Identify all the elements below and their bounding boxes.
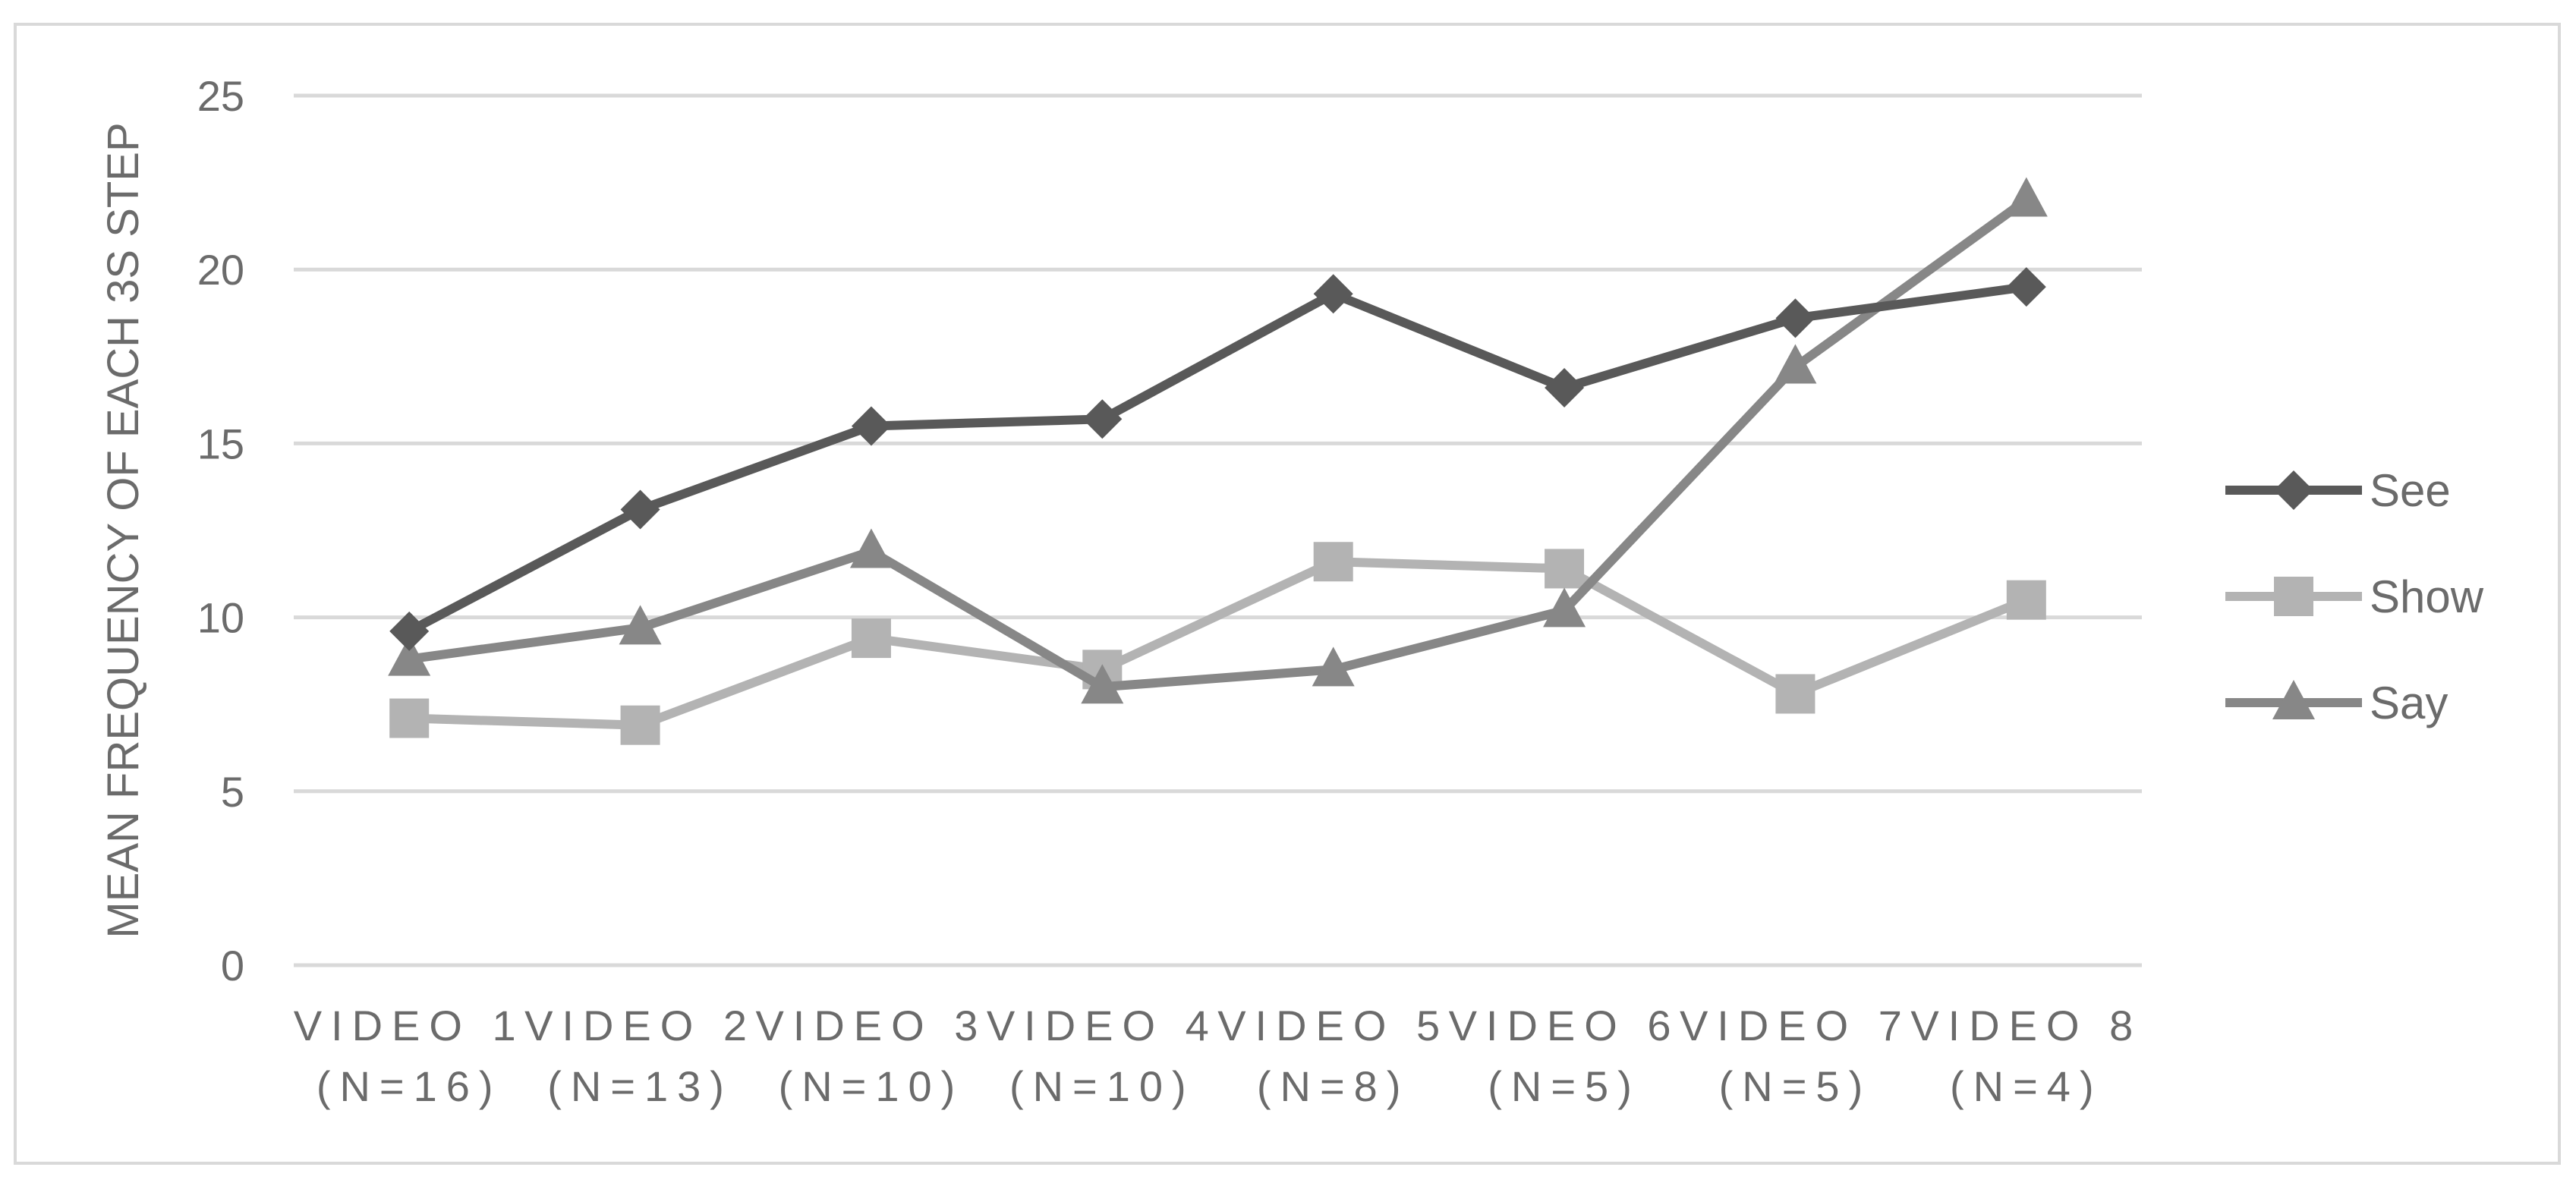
say-point: [1312, 646, 1355, 687]
x-category-label: VIDEO 5 (N=8): [1217, 1002, 1449, 1110]
show-point: [851, 618, 891, 659]
see-line: [407, 282, 2027, 636]
legend-marker: [2274, 577, 2313, 616]
x-category-label: VIDEO 4 (N=10): [987, 1002, 1218, 1110]
x-category-label: VIDEO 3 (N=10): [755, 1002, 987, 1110]
x-tick-label: (N=4): [1950, 1062, 2103, 1110]
series-say: [388, 177, 2048, 704]
x-tick-label: VIDEO 2: [524, 1002, 756, 1049]
y-tick-label: 15: [197, 420, 244, 467]
x-category-label: VIDEO 7 (N=5): [1680, 1002, 1911, 1110]
see-point: [2006, 267, 2046, 307]
gridlines: [294, 93, 2142, 967]
x-tick-label: (N=5): [1488, 1062, 1641, 1110]
show-point: [1545, 549, 1585, 589]
say-point: [2004, 177, 2048, 217]
x-tick-label: (N=10): [779, 1062, 965, 1110]
say-point: [1774, 344, 1817, 384]
show-point: [389, 698, 430, 738]
x-tick-label: VIDEO 1: [294, 1002, 525, 1049]
show-point: [1775, 674, 1815, 714]
x-tick-label: (N=8): [1257, 1062, 1410, 1110]
x-category-label: VIDEO 8 (N=4): [1910, 1002, 2142, 1110]
legend-marker: [2274, 470, 2313, 510]
x-tick-label: VIDEO 8: [1910, 1002, 2142, 1049]
x-tick-label: (N=10): [1009, 1062, 1195, 1110]
say-point: [1081, 664, 1124, 704]
x-category-label: VIDEO 2 (N=13): [524, 1002, 756, 1110]
show-point: [1313, 542, 1353, 582]
x-tick-label: (N=5): [1719, 1062, 1872, 1110]
show-point: [2006, 580, 2046, 620]
y-tick-label: 25: [197, 72, 244, 120]
show-line: [409, 557, 2029, 730]
x-tick-label: VIDEO 3: [755, 1002, 987, 1049]
see-point: [1545, 368, 1585, 408]
say-point: [619, 605, 662, 645]
y-tick-label: 10: [197, 594, 244, 642]
chart-frame: 0 5 10 15 20 25 VIDEO 1 (N=16) VIDEO 2 (N=13) VID…: [14, 23, 2561, 1165]
y-tick-label: 20: [197, 246, 244, 294]
say-point: [849, 528, 893, 568]
x-tick-label: (N=16): [316, 1062, 502, 1110]
say-point: [388, 636, 431, 676]
see-point: [1082, 399, 1123, 439]
x-tick-label: VIDEO 4: [987, 1002, 1218, 1049]
legend-label: Say: [2370, 678, 2448, 728]
see-point: [1775, 298, 1815, 338]
legend-label: See: [2370, 465, 2451, 516]
y-axis-title: MEAN FREQUENCY OF EACH 3S STEP: [99, 122, 148, 938]
say-point: [1543, 587, 1586, 628]
x-tick-label: VIDEO 5: [1217, 1002, 1449, 1049]
x-category-label: VIDEO 1 (N=16): [294, 1002, 525, 1110]
y-tick-label: 0: [221, 942, 244, 989]
x-category-label: VIDEO 6 (N=5): [1449, 1002, 1680, 1110]
legend: See Show Say: [2225, 465, 2484, 728]
see-point: [851, 406, 891, 446]
see-point: [389, 611, 430, 651]
legend-label: Show: [2370, 571, 2484, 622]
legend-item-say: Say: [2225, 678, 2448, 728]
legend-item-show: Show: [2225, 571, 2484, 622]
see-point: [620, 489, 660, 530]
legend-marker: [2272, 680, 2315, 719]
x-tick-label: VIDEO 6: [1449, 1002, 1680, 1049]
y-tick-label: 5: [221, 768, 244, 816]
series-show: [389, 542, 2046, 745]
series-see: [389, 267, 2046, 651]
legend-item-see: See: [2225, 465, 2451, 516]
x-tick-label: VIDEO 7: [1680, 1002, 1911, 1049]
show-point: [620, 705, 660, 745]
x-tick-label: (N=13): [547, 1062, 733, 1110]
x-axis-categories: VIDEO 1(N=16)VIDEO 2(N=13)VIDEO 3(N=10)V…: [294, 1002, 2142, 1110]
y-axis-ticks: 0 5 10 15 20 25: [197, 72, 244, 989]
say-line: [408, 196, 2030, 692]
series: [388, 177, 2048, 745]
see-point: [1313, 274, 1353, 314]
